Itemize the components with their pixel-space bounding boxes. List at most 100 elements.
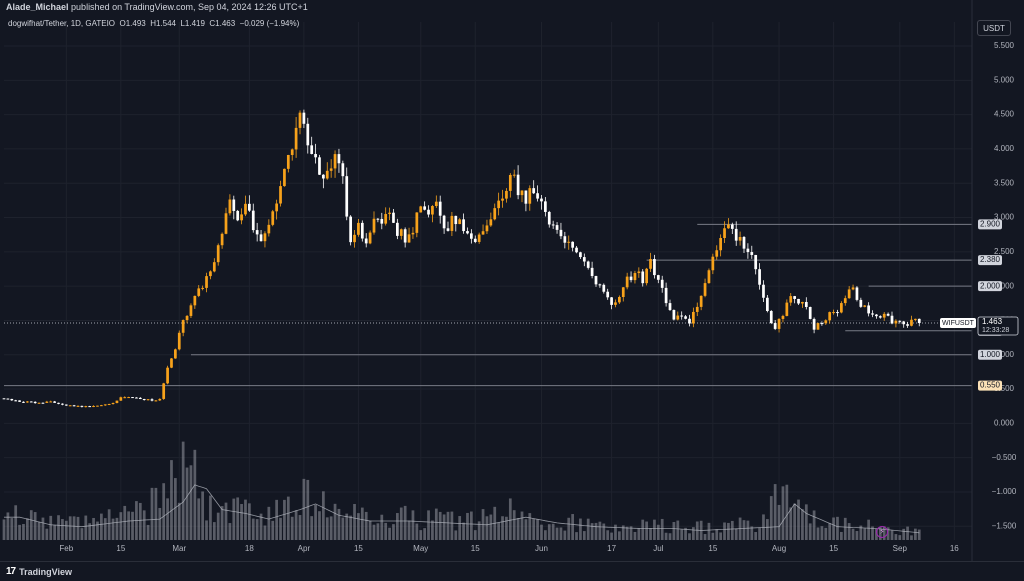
candle-body: [629, 276, 633, 281]
volume-bar: [551, 523, 555, 540]
price-chart[interactable]: 5.500 5.000 4.500 4.000 3.500 3.000 2.500 2.000…: [0, 0, 1024, 561]
volume-bar: [586, 518, 590, 540]
volume-bar: [458, 516, 462, 540]
volume-bar: [57, 515, 60, 540]
candle-body: [2, 398, 6, 400]
volume-bar: [688, 533, 691, 540]
volume-bar: [388, 527, 391, 540]
volume-bar: [582, 531, 586, 540]
volume-bar: [692, 527, 695, 540]
volume-bar: [259, 513, 263, 540]
volume-bar: [88, 523, 92, 540]
candle-body: [6, 398, 10, 400]
volume-bar: [251, 518, 255, 540]
volume-bar: [914, 528, 917, 540]
candle-body: [695, 306, 699, 312]
volume-bar: [867, 519, 870, 540]
candle-body: [621, 287, 625, 298]
price-tick-label: −1.500: [992, 521, 1017, 530]
volume-bar: [236, 497, 240, 540]
volume-bar: [855, 531, 859, 540]
volume-bar: [325, 517, 329, 540]
candle-body: [45, 401, 49, 403]
currency-button[interactable]: USDT: [977, 20, 1011, 36]
volume-bar: [353, 503, 356, 540]
volume-bar: [49, 515, 53, 540]
candle-body: [836, 312, 839, 314]
volume-bar: [384, 522, 388, 540]
candle-body: [345, 176, 349, 217]
symbol-name[interactable]: dogwifhat/Tether, 1D, GATEIO: [8, 19, 116, 28]
volume-bar: [403, 505, 407, 540]
price-tick-label: −0.500: [992, 453, 1017, 462]
candle-body: [730, 224, 734, 229]
candle-body: [567, 241, 571, 243]
time-tick-label: Aug: [772, 544, 786, 553]
volume-bar: [283, 499, 286, 540]
candle-body: [205, 276, 208, 288]
candle-body: [590, 267, 594, 277]
candle-body: [477, 234, 481, 242]
volume-bar: [360, 507, 364, 540]
candle-body: [142, 399, 146, 401]
candle-body: [466, 231, 469, 234]
volume-bar: [812, 510, 816, 540]
volume-bar: [680, 529, 684, 540]
volume-ma-line: [4, 484, 920, 534]
volume-bar: [306, 479, 310, 540]
volume-bar: [255, 519, 259, 540]
candle-body: [329, 168, 333, 171]
volume-bar: [789, 507, 793, 540]
volume-bar: [820, 526, 824, 540]
volume-bar: [618, 531, 621, 540]
candle-body: [524, 190, 528, 204]
volume-bar: [898, 535, 902, 540]
candle-body: [555, 225, 559, 230]
tradingview-logo[interactable]: 17 TradingView: [6, 566, 72, 577]
candle-body: [606, 291, 610, 298]
volume-bar: [769, 496, 773, 540]
candle-body: [193, 295, 197, 306]
volume-bar: [61, 519, 64, 540]
candle-body: [26, 401, 29, 403]
candle-body: [396, 222, 399, 236]
volume-bar: [606, 530, 610, 540]
volume-bar: [174, 478, 177, 540]
volume-bar: [797, 499, 800, 540]
candle-body: [614, 302, 617, 305]
volume-bar: [33, 512, 37, 540]
volume-bar: [571, 514, 574, 540]
volume-bar: [824, 527, 828, 540]
candle-body: [898, 320, 902, 322]
candle-body: [360, 222, 364, 239]
volume-bar: [473, 530, 477, 540]
candle-body: [680, 315, 684, 317]
volume-bar: [485, 516, 489, 540]
current-price-box: [977, 316, 1019, 336]
volume-bar: [193, 449, 197, 540]
candle-body: [248, 203, 251, 211]
candle-body: [318, 157, 321, 175]
price-tick-label: 5.500: [994, 41, 1015, 50]
volume-bar: [594, 522, 598, 540]
volume-bar: [341, 517, 345, 540]
candle-body: [290, 149, 294, 155]
candle-body: [454, 215, 458, 225]
volume-bar: [676, 520, 680, 540]
candle-body: [703, 283, 707, 296]
volume-bar: [602, 523, 606, 540]
footer-bar: 17 TradingView: [0, 561, 1024, 581]
volume-bar: [442, 514, 446, 540]
candle-body: [563, 236, 567, 243]
candle-body: [446, 228, 450, 231]
lightning-icon[interactable]: ⚡: [876, 526, 888, 538]
open-label: O: [119, 19, 126, 28]
volume-bar: [166, 498, 169, 540]
volume-bar: [505, 516, 508, 540]
time-tick-label: 15: [708, 544, 717, 553]
candle-body: [808, 306, 812, 319]
candle-body: [438, 201, 442, 216]
volume-bar: [177, 502, 181, 540]
candle-body: [306, 123, 310, 146]
candle-body: [516, 174, 520, 196]
